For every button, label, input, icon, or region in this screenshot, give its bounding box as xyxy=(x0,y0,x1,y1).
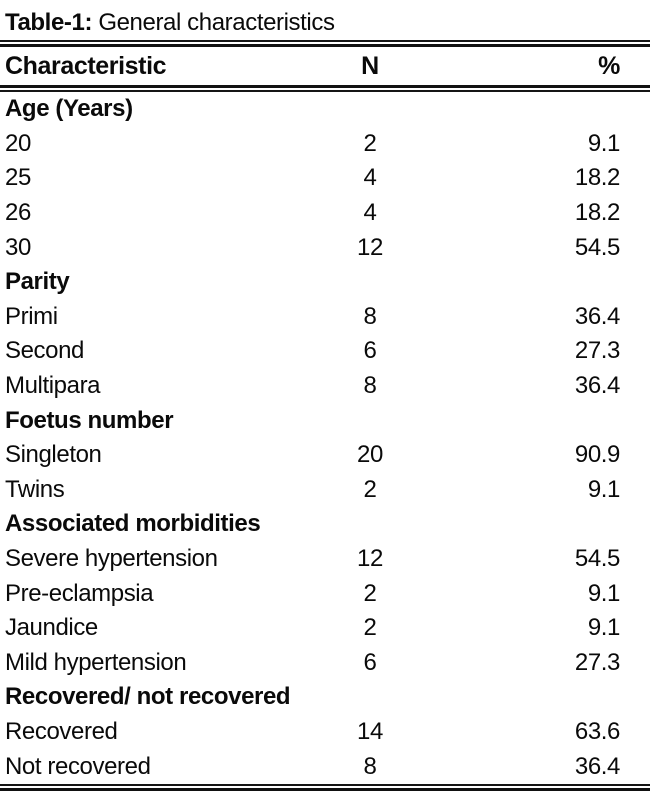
section-row: Associated morbidities xyxy=(0,507,650,542)
cell-percent: 9.1 xyxy=(587,614,621,642)
cell-characteristic: Primi xyxy=(5,302,58,330)
cell-characteristic: Multipara xyxy=(5,372,101,400)
header-bottom-rule xyxy=(0,85,650,92)
table-body: Age (Years) 20 2 9.1 25 4 18.2 26 4 18.2… xyxy=(0,92,650,784)
cell-characteristic: Jaundice xyxy=(5,614,98,642)
cell-characteristic: Twins xyxy=(5,475,65,503)
section-row: Recovered/ not recovered xyxy=(0,680,650,715)
cell-percent: 9.1 xyxy=(587,475,621,503)
table-bottom-rule xyxy=(0,783,650,791)
cell-n: 2 xyxy=(363,129,377,157)
column-header-percent: % xyxy=(598,51,620,80)
cell-percent: 54.5 xyxy=(574,233,621,261)
cell-characteristic: 25 xyxy=(5,164,31,192)
cell-characteristic: Second xyxy=(5,337,84,365)
cell-n: 6 xyxy=(363,648,377,676)
cell-percent: 36.4 xyxy=(574,302,621,330)
table-row: Mild hypertension 6 27.3 xyxy=(0,646,650,681)
cell-characteristic: Severe hypertension xyxy=(5,545,218,573)
section-row: Age (Years) xyxy=(0,92,650,127)
column-header-characteristic: Characteristic xyxy=(5,51,167,80)
cell-characteristic: Recovered xyxy=(5,717,118,745)
cell-percent: 90.9 xyxy=(574,441,621,469)
table-row: 26 4 18.2 xyxy=(0,196,650,231)
cell-percent: 9.1 xyxy=(587,129,621,157)
table-row: Multipara 8 36.4 xyxy=(0,369,650,404)
cell-n: 8 xyxy=(363,752,377,780)
cell-n: 2 xyxy=(363,579,377,607)
cell-characteristic: 20 xyxy=(5,129,31,157)
cell-n: 2 xyxy=(363,475,377,503)
cell-percent: 63.6 xyxy=(574,717,621,745)
table-caption-label: Table-1: xyxy=(5,9,93,36)
cell-n: 4 xyxy=(363,199,377,227)
column-header-n: N xyxy=(361,51,379,80)
cell-n: 8 xyxy=(363,372,377,400)
cell-n: 12 xyxy=(357,545,383,573)
cell-n: 6 xyxy=(363,337,377,365)
cell-percent: 27.3 xyxy=(574,337,621,365)
table-row: Not recovered 8 36.4 xyxy=(0,749,650,784)
table-row: 25 4 18.2 xyxy=(0,161,650,196)
table-top-rule xyxy=(0,40,650,47)
cell-characteristic: Foetus number xyxy=(5,406,174,434)
cell-characteristic: Pre-eclampsia xyxy=(5,579,154,607)
cell-n: 14 xyxy=(357,717,383,745)
table-row: 20 2 9.1 xyxy=(0,127,650,162)
cell-percent: 36.4 xyxy=(574,372,621,400)
cell-percent: 27.3 xyxy=(574,648,621,676)
cell-n: 8 xyxy=(363,302,377,330)
cell-n: 2 xyxy=(363,614,377,642)
cell-percent: 18.2 xyxy=(574,199,621,227)
table-row: Severe hypertension 12 54.5 xyxy=(0,542,650,577)
cell-characteristic: Associated morbidities xyxy=(5,510,261,538)
cell-percent: 18.2 xyxy=(574,164,621,192)
table-row: Second 6 27.3 xyxy=(0,334,650,369)
table-row: Pre-eclampsia 2 9.1 xyxy=(0,576,650,611)
cell-percent: 54.5 xyxy=(574,545,621,573)
table-row: Recovered 14 63.6 xyxy=(0,715,650,750)
cell-n: 12 xyxy=(357,233,383,261)
table-header-row: Characteristic N % xyxy=(0,47,650,85)
cell-characteristic: Mild hypertension xyxy=(5,648,187,676)
cell-percent: 36.4 xyxy=(574,752,621,780)
table-row: Primi 8 36.4 xyxy=(0,300,650,335)
table-row: Twins 2 9.1 xyxy=(0,473,650,508)
cell-percent: 9.1 xyxy=(587,579,621,607)
cell-characteristic: Age (Years) xyxy=(5,95,133,123)
table-row: 30 12 54.5 xyxy=(0,230,650,265)
cell-characteristic: 26 xyxy=(5,199,31,227)
cell-n: 4 xyxy=(363,164,377,192)
cell-characteristic: Recovered/ not recovered xyxy=(5,683,291,711)
table-caption: Table-1: General characteristics xyxy=(0,6,650,40)
cell-characteristic: Singleton xyxy=(5,441,102,469)
cell-characteristic: Parity xyxy=(5,268,70,296)
table-row: Jaundice 2 9.1 xyxy=(0,611,650,646)
table-caption-text: General characteristics xyxy=(98,9,335,36)
section-row: Parity xyxy=(0,265,650,300)
cell-characteristic: 30 xyxy=(5,233,31,261)
cell-n: 20 xyxy=(357,441,383,469)
table-row: Singleton 20 90.9 xyxy=(0,438,650,473)
cell-characteristic: Not recovered xyxy=(5,752,151,780)
section-row: Foetus number xyxy=(0,403,650,438)
